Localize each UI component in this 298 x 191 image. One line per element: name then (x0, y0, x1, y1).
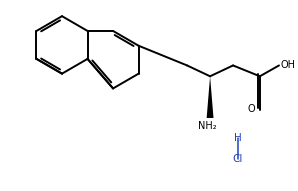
Text: Cl: Cl (232, 154, 243, 164)
Text: H: H (234, 133, 241, 143)
Polygon shape (207, 76, 213, 118)
Text: OH: OH (280, 60, 295, 70)
Text: NH₂: NH₂ (198, 121, 217, 131)
Text: O: O (247, 104, 255, 114)
